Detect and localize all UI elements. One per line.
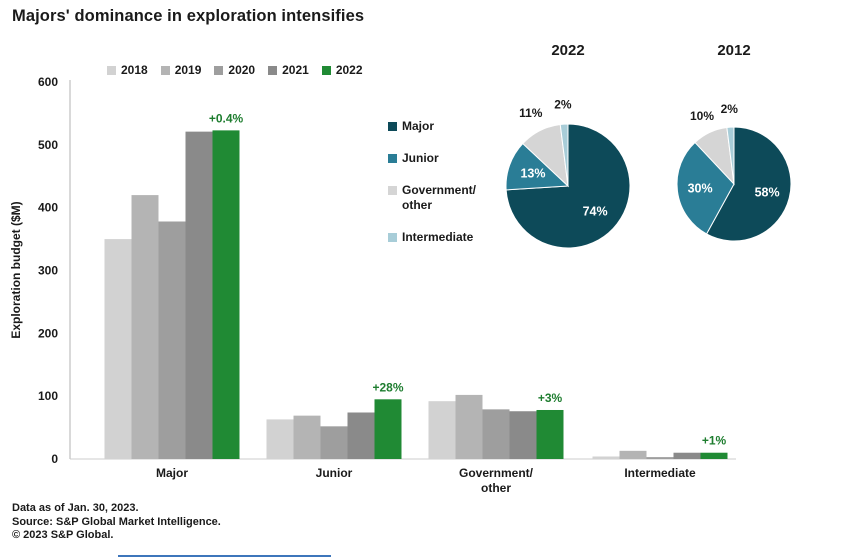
pie-slice-major: [705, 126, 792, 242]
pie-legend-label-major: Major: [402, 119, 435, 133]
bar-2020-intermediate: [646, 457, 674, 459]
x-category-government-other: other: [481, 481, 511, 495]
x-category-junior: Junior: [316, 466, 353, 480]
legend-swatch-2019: [160, 65, 170, 75]
footer-copyright: © 2023 S&P Global.: [12, 529, 114, 541]
pie-legend-item-junior: Junior: [388, 151, 476, 166]
legend-label-2018: 2018: [121, 63, 148, 77]
bar-2022-junior: [374, 399, 402, 459]
y-tick-400: 400: [38, 201, 58, 215]
pie-2012-title: 2012: [717, 42, 751, 59]
y-tick-500: 500: [38, 138, 58, 152]
x-category-government-other: Government/: [459, 466, 534, 480]
bar-2020-major: [158, 221, 186, 459]
annotation-major: +0.4%: [209, 111, 244, 125]
annotation-junior: +28%: [372, 380, 403, 394]
pie-label-junior: 13%: [520, 166, 545, 180]
bar-2019-junior: [293, 415, 321, 459]
bar-2019-government-other: [455, 394, 483, 459]
pie-label-government-other: 10%: [690, 109, 714, 123]
pie-label-major: 74%: [583, 205, 608, 219]
bar-2018-major: [104, 239, 132, 459]
bar-2021-junior: [347, 412, 375, 459]
pie-legend-swatch-intermediate: [388, 233, 397, 242]
pie-slice-junior: [676, 141, 735, 235]
pie-legend-swatch-major: [388, 122, 397, 131]
y-tick-0: 0: [51, 452, 58, 466]
pie-label-major: 58%: [755, 186, 780, 200]
legend-label-2022: 2022: [335, 63, 363, 77]
page-title: Majors' dominance in exploration intensi…: [12, 7, 365, 25]
y-tick-100: 100: [38, 389, 58, 403]
legend-swatch-2020: [214, 65, 224, 75]
bar-2021-government-other: [509, 411, 537, 459]
legend-label-2021: 2021: [282, 63, 309, 77]
bar-2022-major: [212, 130, 240, 460]
pie-legend-swatch-junior: [388, 154, 397, 163]
pie-label-intermediate: 2%: [554, 97, 572, 111]
legend-item-2021: 2021: [268, 63, 309, 77]
annotation-government-other: +3%: [538, 391, 563, 405]
footer-rule: [118, 555, 331, 557]
pie-legend: Major Junior Government/ other Intermediate: [388, 119, 476, 245]
legend-item-2019: 2019: [160, 63, 202, 77]
pie-legend-label-intermediate: Intermediate: [402, 230, 474, 244]
legend-swatch-2021: [268, 65, 278, 75]
bar-chart: 0 100 200 300 400 500 600 Exploration budget ($…: [9, 75, 736, 495]
pie-chart-2022: 74% 13% 11% 2%: [505, 97, 631, 249]
pie-slice-intermediate: [559, 123, 569, 187]
pie-label-intermediate: 2%: [721, 102, 739, 116]
y-tick-300: 300: [38, 264, 58, 278]
pie-legend-label-junior: Junior: [402, 151, 439, 165]
pie-legend-item-government-other: Government/ other: [388, 183, 476, 213]
x-category-major: Major: [156, 466, 188, 480]
legend-label-2020: 2020: [228, 63, 256, 77]
pie-2022-title: 2022: [551, 42, 585, 59]
bar-2021-major: [185, 131, 213, 459]
pie-chart-2012: 58% 30% 10% 2%: [676, 102, 792, 242]
footer: Data as of Jan. 30, 2023. Source: S&P Gl…: [12, 502, 221, 543]
pie-legend-item-major: Major: [388, 119, 476, 134]
pie-legend-item-intermediate: Intermediate: [388, 230, 476, 245]
bar-2019-major: [131, 195, 159, 459]
bar-2018-junior: [266, 419, 294, 459]
y-tick-600: 600: [38, 75, 58, 89]
pie-label-government-other: 11%: [519, 106, 543, 120]
legend-item-2020: 2020: [214, 63, 255, 77]
legend-item-2018: 2018: [107, 63, 148, 77]
footer-source: Source: S&P Global Market Intelligence.: [12, 515, 221, 528]
bar-2020-government-other: [482, 409, 510, 459]
pie-legend-swatch-government-other: [388, 186, 397, 195]
bar-2018-government-other: [428, 401, 456, 459]
pie-label-junior: 30%: [688, 181, 713, 195]
pie-slice-intermediate: [726, 126, 735, 185]
bar-2020-junior: [320, 426, 348, 459]
bar-chart-legend: 2018 2019 2020 2021 2022: [107, 63, 363, 77]
y-axis-label: Exploration budget ($M): [9, 201, 23, 338]
annotation-intermediate: +1%: [702, 434, 727, 448]
bar-2019-intermediate: [619, 450, 647, 459]
legend-item-2022: 2022: [321, 63, 363, 77]
footer-data-as-of: Data as of Jan. 30, 2023.: [12, 502, 139, 514]
bar-2018-intermediate: [592, 456, 620, 459]
bar-2022-government-other: [536, 409, 564, 459]
y-tick-200: 200: [38, 326, 58, 340]
x-category-intermediate: Intermediate: [624, 466, 696, 480]
legend-swatch-2022: [321, 65, 331, 75]
bar-2022-intermediate: [700, 452, 728, 459]
legend-label-2019: 2019: [174, 63, 202, 77]
bar-2021-intermediate: [673, 452, 701, 459]
legend-swatch-2018: [107, 65, 116, 75]
pie-legend-label-government-other: Government/ other: [402, 183, 477, 212]
